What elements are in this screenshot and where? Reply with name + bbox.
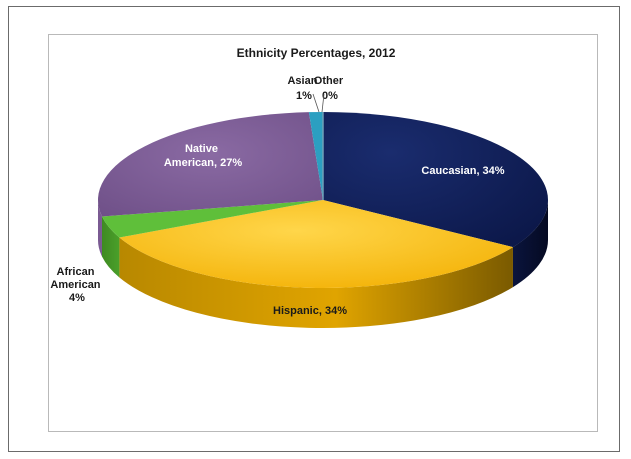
slice-side-caucasian [512, 200, 548, 288]
slice-asian [308, 112, 323, 200]
slice-side-native-american [98, 200, 102, 257]
label-asian: Asian 1% [287, 75, 320, 102]
slice-side-hispanic [119, 237, 513, 329]
slice-caucasian [323, 112, 548, 248]
leader-asian [312, 93, 320, 113]
slice-hispanic [119, 200, 513, 288]
label-african-american: African American 4% [50, 266, 103, 304]
slice-side-african-american [101, 216, 120, 278]
label-native-american: Native American, 27% [164, 143, 242, 169]
leader-other [321, 93, 325, 113]
slice-native-american [97, 112, 323, 217]
label-hispanic: Hispanic, 34% [273, 305, 347, 317]
chart-title: Ethnicity Percentages, 2012 [237, 46, 396, 60]
label-other: Other 0% [314, 75, 346, 102]
label-caucasian: Caucasian, 34% [421, 165, 504, 177]
slice-african-american [101, 200, 323, 238]
